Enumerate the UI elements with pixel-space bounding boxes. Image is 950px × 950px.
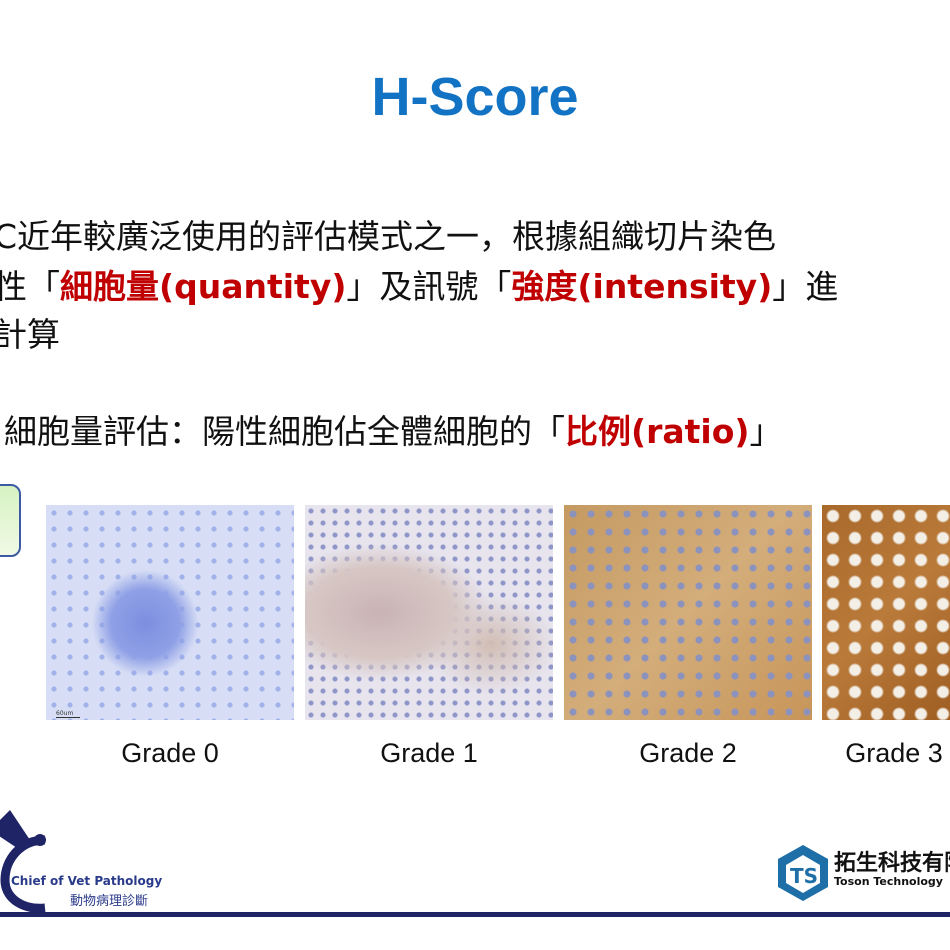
histology-image-grade-3 bbox=[822, 505, 950, 720]
text: 」進 bbox=[772, 267, 839, 306]
histology-image-grade-2 bbox=[564, 505, 812, 720]
highlight-ratio: 比例(ratio) bbox=[565, 412, 750, 451]
text: 」及訊號「 bbox=[346, 267, 512, 306]
slide-title: H-Score bbox=[371, 67, 579, 127]
highlight-intensity: 強度(intensity) bbox=[511, 267, 773, 306]
logo-mark-icon bbox=[0, 810, 46, 912]
text: 」 bbox=[749, 412, 783, 451]
logo-text-zh: 拓生科技有限 bbox=[834, 851, 950, 876]
histology-image-grade-0 bbox=[46, 505, 294, 720]
body-line-1: C近年較廣泛使用的評估模式之一，根據組織切片染色 bbox=[0, 217, 777, 256]
chief-vet-pathology-logo: Chief of Vet Pathology 動物病理診斷 bbox=[0, 800, 180, 912]
scale-bar: 60um bbox=[56, 710, 80, 718]
highlight-quantity: 細胞量(quantity) bbox=[60, 267, 347, 306]
body-line-2: 性「細胞量(quantity)」及訊號「強度(intensity)」進 bbox=[0, 260, 838, 308]
caption-grade-0: Grade 0 bbox=[121, 738, 219, 768]
logo-text-en: Chief of Vet Pathology bbox=[11, 874, 163, 888]
body-line-4: 細胞量評估：陽性細胞佔全體細胞的「比例(ratio)」 bbox=[4, 405, 782, 453]
logo-text-en: Toson Technology bbox=[834, 875, 943, 888]
logo-text-zh: 動物病理診斷 bbox=[70, 894, 149, 909]
caption-grade-2: Grade 2 bbox=[639, 738, 737, 768]
histology-image-grade-1 bbox=[305, 505, 553, 720]
callout-box bbox=[0, 484, 21, 557]
caption-grade-3: Grade 3 bbox=[845, 738, 943, 768]
text: 細胞量評估：陽性細胞佔全體細胞的「 bbox=[4, 412, 565, 451]
caption-grade-1: Grade 1 bbox=[380, 738, 478, 768]
text: 性「 bbox=[0, 267, 60, 306]
body-line-3: 計算 bbox=[0, 315, 60, 354]
toson-hexagon-icon: TS bbox=[778, 845, 828, 901]
toson-technology-logo: TS 拓生科技有限 Toson Technology bbox=[776, 843, 950, 903]
svg-text:TS: TS bbox=[790, 864, 818, 888]
footer-bar bbox=[0, 912, 950, 917]
